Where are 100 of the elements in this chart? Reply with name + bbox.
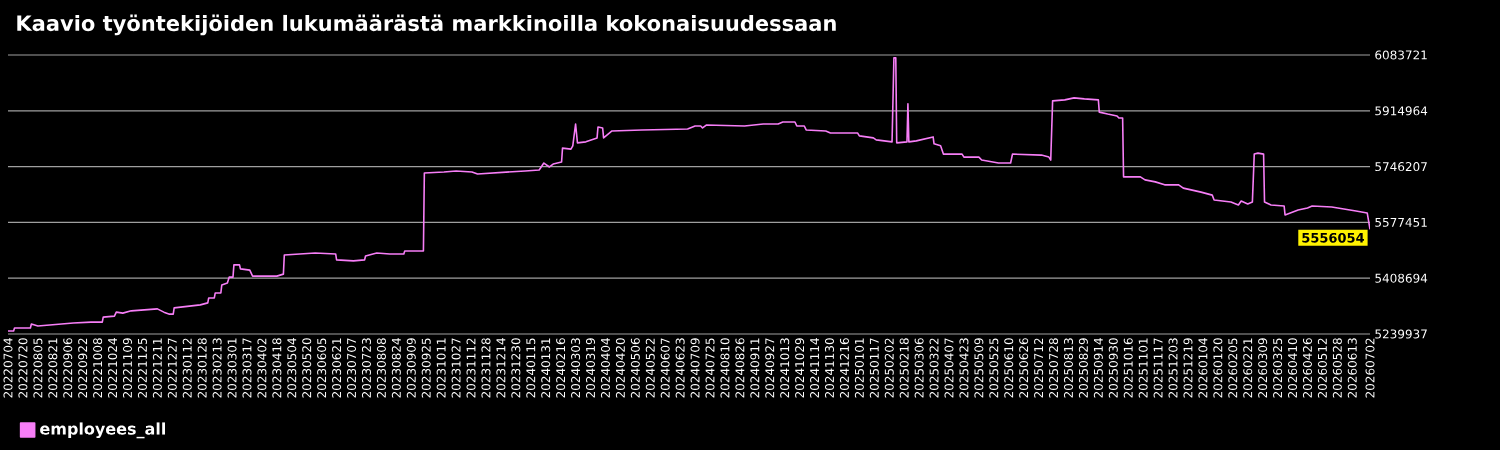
- x-tick-label: 20250525: [989, 338, 999, 398]
- x-tick-label: 20230418: [272, 338, 282, 398]
- x-tick-label: 20230605: [317, 338, 327, 398]
- y-tick-label: 6083721: [1375, 50, 1427, 60]
- x-tick-label: 20240303: [571, 338, 581, 398]
- y-tick-label: 5746207: [1375, 162, 1427, 172]
- x-tick-label: 20260221: [1243, 338, 1253, 398]
- x-tick-label: 20230520: [302, 338, 312, 398]
- x-tick-label: 20230824: [391, 338, 401, 398]
- x-tick-label: 20250930: [1108, 338, 1118, 398]
- x-tick-label: 20250626: [1019, 338, 1029, 398]
- x-tick-label: 20221024: [108, 338, 118, 398]
- x-tick-label: 20230128: [197, 338, 207, 398]
- x-tick-label: 20241130: [824, 338, 835, 398]
- x-tick-label: 20260613: [1347, 338, 1357, 398]
- x-tick-label: 20230723: [361, 338, 371, 398]
- x-tick-label: 20251101: [1138, 338, 1148, 398]
- x-tick-label: 20240810: [720, 338, 730, 398]
- x-tick-label: 20221008: [93, 338, 103, 398]
- x-tick-label: 20250509: [974, 338, 984, 398]
- x-tick-label: 20260120: [1213, 338, 1223, 398]
- x-tick-label: 20230213: [212, 338, 222, 398]
- x-tick-label: 20250306: [914, 338, 924, 398]
- x-tick-label: 20251016: [1123, 338, 1133, 398]
- x-tick-label: 20231230: [511, 338, 521, 398]
- x-tick-label: 20230504: [287, 338, 297, 398]
- x-tick-label: 20250218: [899, 338, 909, 398]
- x-tick-label: 20250322: [929, 338, 939, 398]
- x-tick-label: 20230112: [182, 338, 192, 398]
- y-tick-label: 5408694: [1375, 273, 1428, 283]
- x-tick-label: 20231027: [451, 338, 461, 398]
- x-tick-label: 20250610: [1004, 338, 1014, 398]
- x-tick-label: 20250728: [1049, 338, 1059, 398]
- x-tick-label: 20220720: [18, 338, 28, 398]
- x-tick-label: 20240826: [735, 338, 745, 398]
- x-tick-label: 20230621: [332, 338, 342, 398]
- x-tick-label: 20251203: [1168, 338, 1178, 398]
- x-tick-label: 20250117: [869, 338, 879, 398]
- chart-title: Kaavio työntekijöiden lukumäärästä markkinoilla kokonaisuudessaan: [17, 14, 836, 36]
- x-tick-label: 20230402: [257, 338, 267, 398]
- x-tick-label: 20240319: [585, 338, 596, 398]
- x-tick-label: 20250813: [1063, 338, 1074, 398]
- x-tick-label: 20221125: [137, 338, 147, 398]
- x-tick-label: 20231214: [496, 338, 506, 398]
- x-tick-label: 20240420: [615, 338, 625, 398]
- line-series: [8, 57, 1371, 332]
- x-tick-label: 20260104: [1198, 338, 1208, 398]
- x-tick-label: 20241029: [795, 338, 805, 398]
- x-tick-label: 20220906: [63, 338, 73, 398]
- x-tick-label: 20240911: [750, 338, 760, 398]
- x-tick-label: 20250407: [944, 338, 954, 398]
- x-tick-label: 20220704: [3, 338, 13, 398]
- x-tick-label: 20230301: [227, 338, 237, 398]
- x-tick-label: 20240216: [556, 338, 566, 398]
- x-tick-label: 20250423: [959, 338, 969, 398]
- x-tick-label: 20241114: [810, 338, 820, 398]
- x-tick-label: 20241216: [839, 338, 849, 398]
- y-tick-label: 5914964: [1375, 106, 1428, 116]
- annotation: 5556054: [1302, 232, 1365, 243]
- x-tick-label: 20240927: [765, 338, 775, 398]
- x-tick-label: 20240404: [600, 338, 610, 398]
- x-tick-label: 20260702: [1365, 338, 1375, 398]
- x-tick-label: 20240709: [690, 338, 700, 398]
- x-tick-label: 20230909: [406, 338, 416, 398]
- x-tick-label: 20231128: [481, 338, 491, 398]
- x-tick-label: 20221109: [122, 338, 133, 398]
- x-tick-label: 20240115: [526, 338, 536, 398]
- x-tick-label: 20260309: [1258, 338, 1268, 398]
- x-tick-label: 20240607: [660, 338, 670, 398]
- x-tick-label: 20230808: [376, 338, 386, 398]
- x-tick-label: 20250202: [884, 338, 894, 398]
- legend-label: employees_all: [40, 422, 165, 439]
- x-tick-label: 20240522: [645, 338, 655, 398]
- x-tick-label: 20250914: [1093, 338, 1103, 398]
- x-tick-label: 20220821: [48, 338, 58, 398]
- x-tick-label: 20240725: [705, 338, 715, 398]
- x-tick-label: 20260512: [1317, 338, 1327, 398]
- x-tick-label: 20230317: [242, 338, 252, 398]
- x-tick-label: 20260205: [1228, 338, 1238, 398]
- x-tick-label: 20230925: [421, 338, 431, 398]
- x-tick-label: 20250829: [1078, 338, 1088, 398]
- x-tick-label: 20220922: [78, 338, 88, 398]
- y-tick-label: 5577451: [1375, 217, 1427, 227]
- x-tick-label: 20240506: [630, 338, 640, 398]
- x-tick-label: 20240623: [675, 338, 685, 398]
- x-tick-label: 20260410: [1287, 338, 1298, 398]
- x-tick-label: 20260528: [1332, 338, 1342, 398]
- x-tick-label: 20250101: [854, 338, 864, 398]
- x-tick-label: 20250712: [1034, 338, 1044, 398]
- x-tick-label: 20221227: [167, 338, 177, 398]
- x-tick-label: 20251219: [1183, 338, 1193, 398]
- x-tick-label: 20230707: [347, 338, 357, 398]
- y-tick-label: 5239937: [1375, 329, 1427, 339]
- x-tick-label: 20240131: [541, 338, 551, 398]
- x-tick-label: 20260426: [1302, 338, 1312, 398]
- x-tick-label: 20241013: [780, 338, 790, 398]
- x-tick-label: 20231112: [466, 338, 476, 398]
- x-tick-label: 20221211: [152, 338, 162, 398]
- x-tick-label: 20260325: [1273, 338, 1283, 398]
- x-tick-label: 20231011: [436, 338, 446, 398]
